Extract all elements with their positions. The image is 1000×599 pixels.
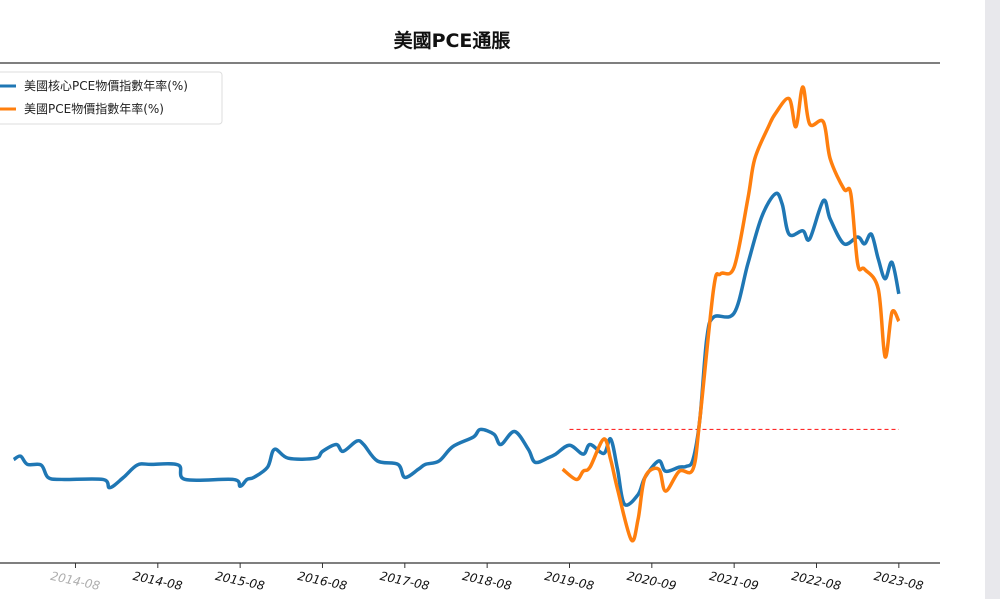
legend-box bbox=[0, 71, 223, 125]
x-tick-label: 2020-09 bbox=[626, 569, 678, 593]
legend-label-pce: 美國PCE物價指數年率(%) bbox=[24, 101, 164, 116]
series-line-core-pce bbox=[12, 191, 901, 507]
x-tick-label: 2018-08 bbox=[461, 569, 513, 593]
chart-title: 美國PCE通脹 bbox=[394, 29, 511, 52]
x-axis-ticks: 2014-08 2014-08 2015-08 2016-08 2017-08 2018-… bbox=[49, 563, 925, 593]
x-tick-label: 2016-08 bbox=[296, 569, 348, 593]
x-tick-label: 2019-08 bbox=[543, 569, 595, 593]
side-panel bbox=[985, 0, 1000, 599]
x-tick-label: 2017-08 bbox=[379, 569, 431, 593]
legend-label-core-pce: 美國核心PCE物價指數年率(%) bbox=[24, 78, 188, 93]
legend: 美國核心PCE物價指數年率(%) 美國PCE物價指數年率(%) bbox=[0, 71, 223, 125]
x-tick-label: 2021-09 bbox=[708, 569, 760, 593]
x-tick-label: 2015-08 bbox=[214, 569, 266, 593]
series-lines bbox=[12, 85, 901, 543]
x-tick-label: 2014-08 bbox=[49, 569, 101, 593]
x-tick-label: 2014-08 bbox=[132, 569, 184, 593]
series-line-pce bbox=[561, 85, 901, 543]
x-tick-label: 2022-08 bbox=[790, 569, 842, 593]
x-tick-label: 2023-08 bbox=[873, 569, 925, 593]
